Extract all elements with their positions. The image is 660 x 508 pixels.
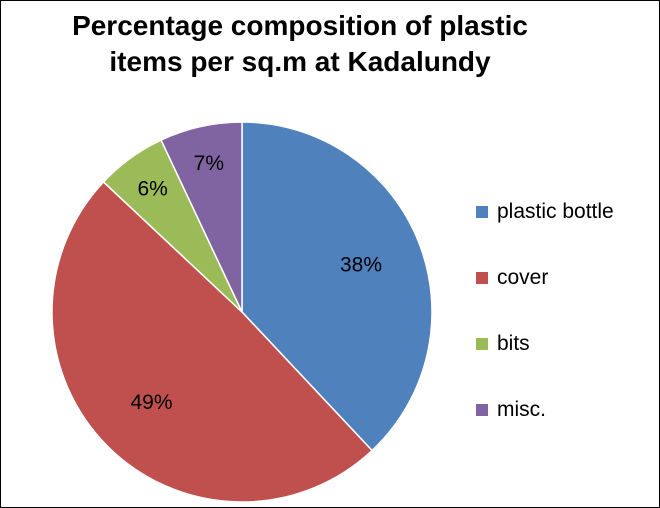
legend-label-plastic-bottle: plastic bottle: [497, 200, 614, 223]
legend-item-cover: cover: [476, 261, 656, 295]
legend-item-plastic-bottle: plastic bottle: [476, 195, 656, 229]
pie-data-labels: 38% 49% 6% 7%: [130, 152, 382, 414]
data-label-bits: 6%: [137, 178, 167, 201]
legend-label-cover: cover: [497, 266, 549, 289]
pie-slices: [51, 121, 433, 503]
pie-slice-misc: [160, 121, 243, 313]
data-label-plastic-bottle: 38%: [340, 253, 382, 276]
data-label-cover: 49%: [130, 391, 172, 414]
legend-label-misc: misc.: [497, 398, 546, 421]
pie-slice-cover: [51, 180, 374, 503]
chart-title: Percentage composition of plastic items …: [0, 8, 600, 80]
legend-swatch-bits: [476, 338, 488, 350]
chart-legend: plastic bottle cover bits misc.: [476, 195, 656, 459]
legend-swatch-plastic-bottle: [476, 206, 488, 218]
pie-slice-plastic-bottle: [241, 121, 433, 452]
chart-title-line-2: items per sq.m at Kadalundy: [109, 46, 491, 77]
legend-item-misc: misc.: [476, 393, 656, 427]
legend-item-bits: bits: [476, 327, 656, 361]
legend-swatch-cover: [476, 272, 488, 284]
legend-label-bits: bits: [497, 332, 530, 355]
chart-title-line-1: Percentage composition of plastic: [72, 10, 528, 41]
legend-swatch-misc: [476, 404, 488, 416]
data-label-misc: 7%: [194, 152, 224, 175]
